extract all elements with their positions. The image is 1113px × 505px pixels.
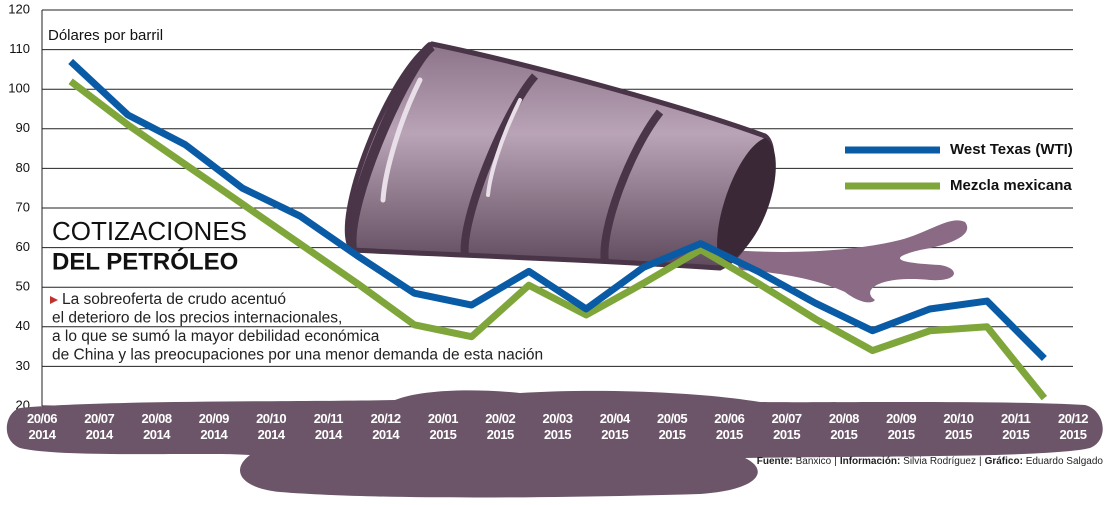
- x-tick-label: 20/07 2015: [771, 411, 803, 442]
- bullet: [50, 296, 58, 304]
- x-tick-label: 20/06 2015: [714, 411, 745, 442]
- series-line: [68, 78, 1048, 401]
- y-tick-label: 100: [8, 81, 30, 96]
- x-tick-label: 20/09 2015: [886, 411, 917, 442]
- y-tick-label: 70: [16, 199, 30, 214]
- y-tick-label: 120: [8, 1, 30, 16]
- x-tick-label: 20/03 2015: [542, 411, 573, 442]
- x-tick-label: 20/05 2015: [657, 411, 688, 442]
- x-tick-label: 20/04 2015: [599, 411, 631, 442]
- lines: West Texas (WTI) Mezcla mexicana: [68, 58, 1073, 401]
- x-tick-label: 20/07 2014: [84, 411, 115, 442]
- x-tick-label: 20/10 2015: [943, 411, 974, 442]
- legend-label: West Texas (WTI): [950, 141, 1073, 158]
- annotation-line: de China y las preocupaciones por una me…: [52, 347, 543, 364]
- x-tick-label: 20/02 2015: [485, 411, 516, 442]
- x-tick-label: 20/12 2014: [370, 411, 402, 442]
- annotation-line: La sobreoferta de crudo acentuó: [62, 291, 286, 308]
- annotation-line: a lo que se sumó la mayor debilidad econ…: [52, 328, 380, 345]
- x-tick-label: 20/09 2014: [198, 411, 230, 442]
- series-line: [68, 58, 1047, 361]
- y-tick-label: 50: [16, 279, 30, 294]
- annotation-line: el deterioro de los precios internaciona…: [52, 310, 342, 327]
- source-text: Banxico: [795, 456, 832, 467]
- x-tick-label: 20/08 2015: [828, 411, 860, 442]
- puddle: [6, 390, 1103, 498]
- spill: [730, 220, 968, 303]
- x-tick-label: 20/08 2014: [141, 411, 173, 442]
- y-tick-label: 90: [16, 120, 30, 135]
- source-text: Silvia Rodríguez: [903, 456, 976, 467]
- x-tick-label: 20/10 2014: [256, 411, 287, 442]
- y-tick-label: 110: [9, 41, 30, 56]
- separator: |: [978, 456, 982, 467]
- y-axis-label: Dólares por barril: [48, 27, 163, 44]
- source-label: Gráfico:: [984, 456, 1023, 467]
- x-tick-label: 20/12 2015: [1057, 411, 1089, 442]
- source-label: Información:: [839, 456, 901, 467]
- source-text: Eduardo Salgado: [1025, 456, 1103, 467]
- y-tick-label: 60: [16, 239, 30, 254]
- x-tick-label: 20/01 2015: [427, 411, 459, 442]
- x-tick-label: 20/06 2014: [26, 411, 58, 442]
- y-tick-label: 30: [16, 358, 30, 373]
- y-tick-label: 40: [16, 318, 30, 333]
- separator: |: [834, 456, 837, 467]
- x-tick-label: 20/11 2014: [313, 411, 344, 442]
- legend-label: Mezcla mexicana: [950, 177, 1072, 194]
- title-line: COTIZACIONES: [52, 216, 247, 246]
- title-line: DEL PETRÓLEO: [52, 247, 238, 275]
- source-note: Fuente: Banxico | Información: Silvia Rodr…: [757, 456, 1103, 467]
- x-tick-label: 20/11 2015: [1001, 411, 1031, 442]
- y-tick-label: 80: [16, 160, 30, 175]
- source-label: Fuente:: [756, 456, 793, 467]
- barrel: [344, 41, 776, 271]
